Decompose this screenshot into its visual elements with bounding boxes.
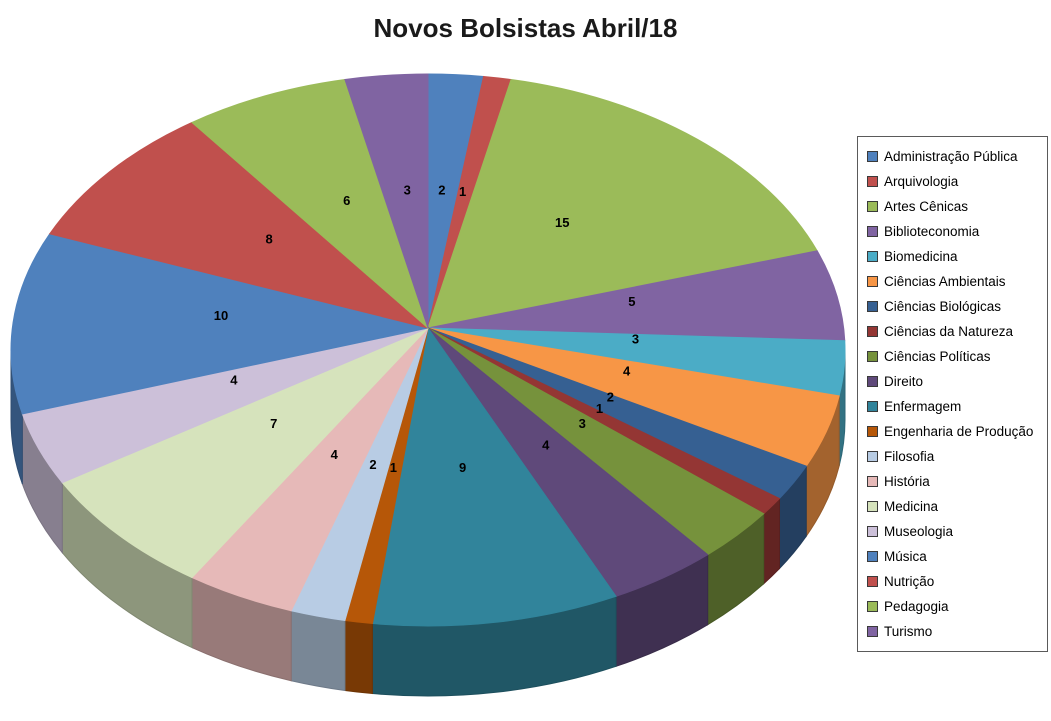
legend-item: Biblioteconomia bbox=[867, 219, 1043, 244]
pie-slice-label: 15 bbox=[555, 215, 569, 230]
pie-slice-label: 2 bbox=[607, 389, 614, 404]
legend-label: Engenharia de Produção bbox=[884, 424, 1034, 439]
legend-color-swatch bbox=[867, 551, 878, 562]
legend-label: Arquivologia bbox=[884, 174, 959, 189]
legend-label: Filosofia bbox=[884, 449, 935, 464]
legend-label: Ciências Ambientais bbox=[884, 274, 1006, 289]
legend-color-swatch bbox=[867, 476, 878, 487]
pie-slice-label: 4 bbox=[542, 437, 550, 452]
pie-slice-side bbox=[290, 610, 346, 692]
legend-label: Medicina bbox=[884, 499, 939, 514]
legend-label: Pedagogia bbox=[884, 599, 949, 614]
legend-color-swatch bbox=[867, 401, 878, 412]
legend-color-swatch bbox=[867, 376, 878, 387]
legend-item: Medicina bbox=[867, 494, 1043, 519]
pie-slice-label: 2 bbox=[369, 457, 376, 472]
legend-color-swatch bbox=[867, 451, 878, 462]
legend-item: Biomedicina bbox=[867, 244, 1043, 269]
pie-slice bbox=[10, 233, 429, 415]
pie-slice bbox=[371, 326, 617, 627]
legend-label: História bbox=[884, 474, 930, 489]
legend-item: Ciências Ambientais bbox=[867, 269, 1043, 294]
legend-color-swatch bbox=[867, 576, 878, 587]
legend-label: Ciências da Natureza bbox=[884, 324, 1014, 339]
pie-slice-label: 4 bbox=[623, 363, 631, 378]
legend-label: Enfermagem bbox=[884, 399, 962, 414]
legend-item: Nutrição bbox=[867, 569, 1043, 594]
legend-color-swatch bbox=[867, 276, 878, 287]
pie-slice-label: 8 bbox=[266, 232, 273, 247]
legend-color-swatch bbox=[867, 301, 878, 312]
legend-color-swatch bbox=[867, 626, 878, 637]
legend-color-swatch bbox=[867, 501, 878, 512]
legend-color-swatch bbox=[867, 351, 878, 362]
pie-slice bbox=[191, 78, 430, 330]
legend-color-swatch bbox=[867, 526, 878, 537]
legend-color-swatch bbox=[867, 326, 878, 337]
legend-color-swatch bbox=[867, 601, 878, 612]
pie-slice-label: 3 bbox=[404, 183, 411, 198]
pie-slice-side bbox=[344, 619, 373, 695]
pie-slice-label: 1 bbox=[459, 184, 466, 199]
legend-item: Direito bbox=[867, 369, 1043, 394]
pie-slice-label: 6 bbox=[343, 193, 350, 208]
pie-slice bbox=[48, 121, 429, 329]
pie-slice-label: 9 bbox=[459, 460, 466, 475]
pie-slice bbox=[427, 78, 818, 329]
pie-slice bbox=[344, 73, 429, 329]
pie-slice-label: 1 bbox=[390, 460, 397, 475]
legend-item: Enfermagem bbox=[867, 394, 1043, 419]
legend-label: Biomedicina bbox=[884, 249, 958, 264]
legend-label: Turismo bbox=[884, 624, 933, 639]
legend-color-swatch bbox=[867, 251, 878, 262]
pie-slice-label: 3 bbox=[632, 331, 639, 346]
legend-item: Filosofia bbox=[867, 444, 1043, 469]
pie-slice-label: 2 bbox=[438, 182, 445, 197]
pie-slice-label: 3 bbox=[579, 416, 586, 431]
pie-slice-label: 7 bbox=[270, 416, 277, 431]
legend-item: Engenharia de Produção bbox=[867, 419, 1043, 444]
pie-slice-label: 1 bbox=[596, 401, 603, 416]
legend-item: Administração Pública bbox=[867, 144, 1043, 169]
legend-label: Música bbox=[884, 549, 927, 564]
legend-item: Ciências Biológicas bbox=[867, 294, 1043, 319]
legend-item: Ciências da Natureza bbox=[867, 319, 1043, 344]
legend-item: História bbox=[867, 469, 1043, 494]
legend-label: Direito bbox=[884, 374, 924, 389]
legend-color-swatch bbox=[867, 151, 878, 162]
pie-slice-label: 4 bbox=[331, 447, 339, 462]
legend-label: Administração Pública bbox=[884, 149, 1018, 164]
pie-slice-label: 10 bbox=[214, 308, 228, 323]
legend-color-swatch bbox=[867, 176, 878, 187]
legend-label: Biblioteconomia bbox=[884, 224, 980, 239]
legend-item: Ciências Políticas bbox=[867, 344, 1043, 369]
legend-label: Ciências Biológicas bbox=[884, 299, 1002, 314]
pie-slice bbox=[61, 327, 429, 579]
pie-slice-label: 4 bbox=[230, 372, 238, 387]
pie-slice-label: 5 bbox=[628, 294, 635, 309]
legend-item: Pedagogia bbox=[867, 594, 1043, 619]
legend-item: Turismo bbox=[867, 619, 1043, 644]
legend-color-swatch bbox=[867, 201, 878, 212]
legend-item: Artes Cênicas bbox=[867, 194, 1043, 219]
legend-label: Ciências Políticas bbox=[884, 349, 991, 364]
legend-item: Arquivologia bbox=[867, 169, 1043, 194]
legend-item: Música bbox=[867, 544, 1043, 569]
legend-label: Museologia bbox=[884, 524, 954, 539]
chart-title: Novos Bolsistas Abril/18 bbox=[373, 13, 678, 43]
legend-label: Nutrição bbox=[884, 574, 935, 589]
legend-label: Artes Cênicas bbox=[884, 199, 969, 214]
legend-color-swatch bbox=[867, 426, 878, 437]
legend: Administração Pública Arquivologia Artes C… bbox=[857, 136, 1048, 652]
legend-color-swatch bbox=[867, 226, 878, 237]
pie-slice bbox=[427, 250, 846, 342]
legend-item: Museologia bbox=[867, 519, 1043, 544]
